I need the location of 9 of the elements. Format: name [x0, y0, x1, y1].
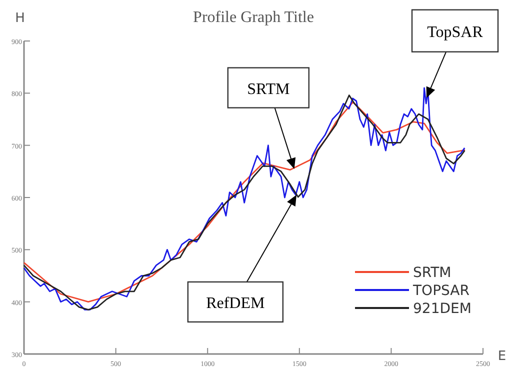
annotation: RefDEM — [206, 294, 265, 312]
x-axis-title: E — [498, 349, 506, 364]
chart-title: Profile Graph Title — [193, 9, 314, 26]
annotation: SRTM — [247, 80, 290, 98]
legend-label: SRTM — [413, 265, 452, 281]
legend-label: TOPSAR — [412, 283, 470, 299]
annotation: TopSAR — [427, 24, 484, 41]
legend-label: 921DEM — [413, 301, 472, 317]
y-axis-title: H — [15, 11, 25, 26]
